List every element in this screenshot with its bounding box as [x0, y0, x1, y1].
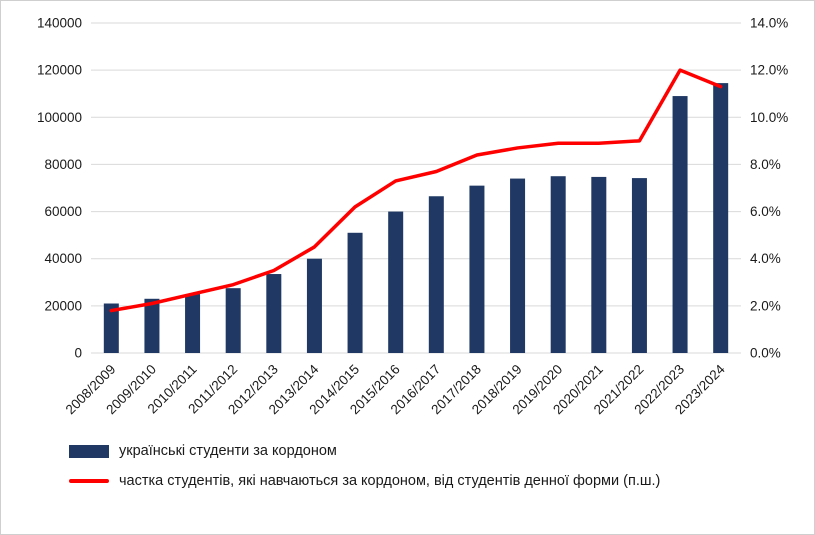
right-axis-tick-label: 14.0%: [750, 16, 788, 31]
bar: [347, 232, 363, 353]
right-axis-tick-label: 0.0%: [750, 346, 781, 361]
bar: [388, 211, 404, 353]
legend-item-bars: українські студенти за кордоном: [69, 443, 814, 459]
bar: [550, 176, 566, 353]
bar: [469, 185, 485, 353]
right-axis-tick-label: 12.0%: [750, 63, 788, 78]
left-axis-tick-label: 20000: [44, 298, 82, 313]
bar-series-swatch: [69, 444, 109, 458]
bar: [631, 178, 647, 353]
left-axis-tick-label: 80000: [44, 157, 82, 172]
bar: [306, 258, 322, 353]
bar: [225, 288, 241, 353]
right-axis-tick-label: 10.0%: [750, 110, 788, 125]
bar: [713, 83, 729, 353]
left-axis-tick-label: 140000: [37, 16, 82, 31]
left-axis-tick-label: 0: [74, 346, 82, 361]
bar: [428, 196, 444, 353]
bar: [510, 178, 526, 353]
bar: [672, 96, 688, 354]
legend: українські студенти за кордоном частка с…: [69, 443, 814, 489]
bar-series-label: українські студенти за кордоном: [119, 443, 337, 459]
legend-item-line: частка студентів, які навчаються за корд…: [69, 473, 814, 489]
right-axis-tick-label: 2.0%: [750, 298, 781, 313]
left-axis-tick-label: 60000: [44, 204, 82, 219]
share-line: [109, 68, 723, 313]
bar: [185, 294, 201, 353]
right-axis-tick-label: 8.0%: [750, 157, 781, 172]
line-series-swatch: [69, 479, 109, 483]
bar: [144, 298, 160, 353]
chart-plot-area: 0 0.0% 20000 2.0% 40000 4.0% 60000 6.0% 80000 8.0…: [37, 16, 788, 418]
right-axis-tick-label: 6.0%: [750, 204, 781, 219]
right-axis-tick-label: 4.0%: [750, 251, 781, 266]
left-axis-tick-label: 120000: [37, 63, 82, 78]
left-axis-tick-label: 100000: [37, 110, 82, 125]
bar: [266, 274, 282, 353]
bar: [591, 176, 607, 353]
line-series-label: частка студентів, які навчаються за корд…: [119, 473, 661, 489]
bar: [103, 303, 119, 353]
left-axis-tick-label: 40000: [44, 251, 82, 266]
